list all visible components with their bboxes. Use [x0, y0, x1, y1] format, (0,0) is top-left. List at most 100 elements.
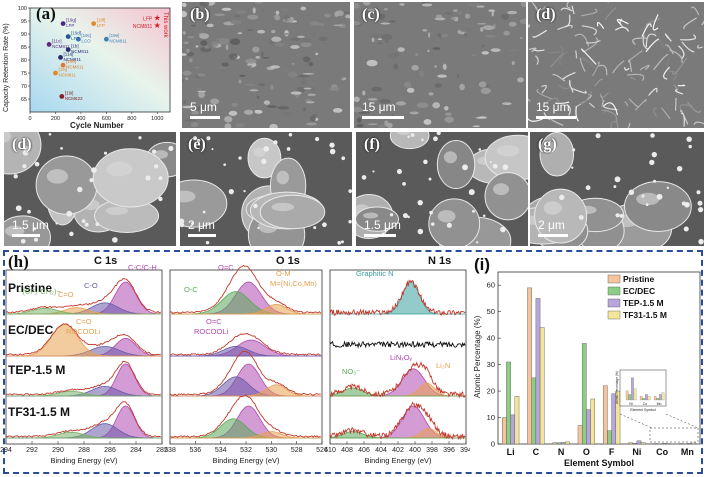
xps-tick-label: 526 [316, 447, 328, 454]
i-bar [577, 425, 583, 445]
xps-tick-label: 282 [156, 447, 168, 454]
i-inset-tick: Co [643, 402, 648, 406]
xps-envelope [5, 401, 161, 438]
i-bar [636, 440, 642, 445]
i-xtick-label: Co [656, 447, 668, 457]
i-xtick-label: Ni [632, 447, 641, 457]
i-inset-bar [645, 394, 648, 401]
xps-envelope [329, 401, 466, 441]
panel-a-ylabel: Capacity Retention Rate (%) [3, 23, 10, 112]
a-xtick-label: 1000 [151, 116, 163, 122]
xps-peak [330, 281, 466, 315]
a-point [60, 21, 66, 26]
a-xtick-label: 600 [102, 116, 111, 122]
panel-h-xps: Pristine EC/DEC TEP-1.5 M TF31-1.5 M C 1s 294… [0, 255, 470, 465]
i-inset-bar [639, 396, 643, 401]
xps-xlabel: Binding Energy (eV) [212, 456, 280, 465]
xps-tick-label: 532 [240, 447, 252, 454]
sem-scale-text: 1.5 μm [364, 218, 401, 232]
a-xtick-label: 200 [51, 116, 60, 122]
a-point-name: LFP [97, 23, 105, 28]
a-point [65, 47, 71, 52]
i-ytick-label: 50 [487, 307, 495, 316]
sem-texture [354, 2, 526, 128]
panel-a-label: (a) [36, 4, 56, 23]
i-zoom-box [649, 427, 699, 443]
xps-row-label: TEP-1.5 M [8, 363, 65, 377]
i-ytick-label: 0 [491, 440, 495, 449]
i-inset-ylabel: Atomic Percentage (%) [615, 371, 619, 404]
xps-tick-label: 294 [0, 447, 12, 454]
sem-panel-label: (f) [364, 136, 380, 153]
sem-image-1: (b) 5 μm [182, 2, 350, 128]
xps-tick-label: 538 [164, 447, 176, 454]
i-xtick-label: N [558, 447, 565, 457]
i-legend-swatch [607, 274, 621, 284]
sem-scale-text: 15 μm [362, 100, 396, 114]
sem-panel-label: (c) [362, 6, 380, 23]
xps-row-label: EC/DEC [8, 323, 54, 337]
xps-peak [6, 323, 162, 357]
xps-title: O 1s [276, 255, 300, 267]
xps-tick-label: 288 [78, 447, 90, 454]
panel-a-this-work: This work [162, 12, 168, 39]
a-point-name: LFP [143, 16, 153, 22]
xps-peak [170, 303, 322, 315]
xps-title: C 1s [94, 255, 117, 267]
i-inset-bar [656, 398, 660, 401]
i-xtick-label: O [583, 447, 590, 457]
sem-texture [182, 2, 350, 128]
a-point-name: NCM622 [65, 96, 83, 101]
sem-panel-label: (d) [12, 136, 32, 153]
i-bar [603, 385, 608, 445]
i-legend-label: TF31-1.5 M [623, 310, 667, 320]
i-bar [653, 443, 659, 445]
a-xtick-label: 800 [127, 116, 136, 122]
i-bar [502, 417, 507, 445]
sem-texture [528, 2, 704, 128]
a-point-star: ★ [154, 21, 161, 30]
xps-envelope [5, 278, 161, 314]
a-point-name: NCM811 [64, 57, 82, 62]
xps-annotation: C=O [76, 317, 92, 326]
a-point-name: LFP [71, 36, 79, 41]
i-inset-bar [642, 398, 646, 401]
a-point-ref: [19b] [66, 59, 76, 64]
sem-scale-bar [12, 234, 40, 237]
panel-i-label: (i) [474, 255, 490, 274]
xps-annotation: O-M [276, 269, 291, 278]
i-bar [565, 441, 570, 445]
panel-i-chart: (i) 0 10 20 30 40 50 60 Atomic Percentage (%) Li C… [473, 255, 701, 468]
xps-annotation: ROCOOLi [66, 327, 101, 336]
i-ytick-label: 10 [487, 413, 495, 422]
i-bar [666, 443, 671, 445]
xps-tick-label: 394 [460, 447, 470, 454]
panel-h-frame [3, 250, 703, 474]
i-bar [615, 390, 621, 445]
xps-annotation: M=(Ni,Co,Mn) [270, 279, 317, 288]
xps-annotation: O-C [184, 285, 198, 294]
xps-tick-label: 400 [409, 447, 421, 454]
xps-tick-label: 530 [265, 447, 277, 454]
i-bar [607, 430, 612, 445]
i-ytick-label: 30 [487, 360, 495, 369]
sem-image-2: (c) 15 μm [354, 2, 526, 128]
xps-row-label: TF31-1.5 M [8, 405, 70, 419]
a-point [60, 62, 66, 68]
a-point-ref: [19f] [97, 18, 106, 23]
a-point-ref: [19c] [81, 33, 91, 38]
sem-scale-bar [362, 116, 404, 119]
xps-annotation: Li₃N [436, 361, 450, 370]
i-inset-tick: Ni [629, 402, 633, 406]
i-ytick-label: 60 [487, 281, 495, 290]
i-bar [691, 442, 696, 445]
i-frame [497, 271, 701, 445]
i-bar [628, 442, 633, 445]
i-bar [590, 398, 595, 445]
a-ytick-label: 85 [21, 45, 27, 51]
xps-annotation: NO₃⁻ [342, 367, 360, 376]
i-xlabel: Element Symbol [564, 458, 634, 468]
xps-tick-label: 404 [375, 447, 387, 454]
xps-annotation: O=C [206, 317, 222, 326]
i-ytick-label: 20 [487, 387, 495, 396]
